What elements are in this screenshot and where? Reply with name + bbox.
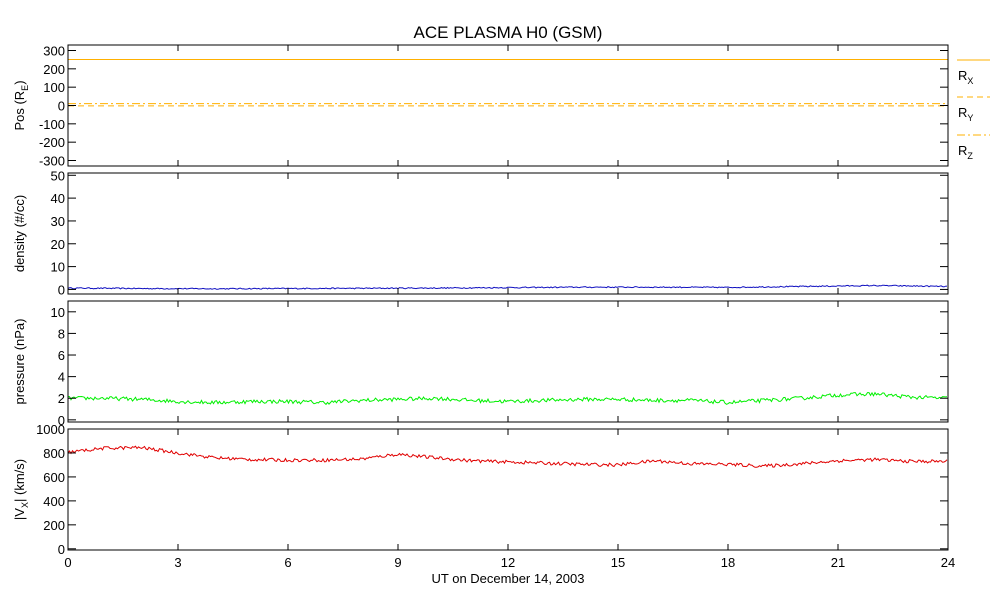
xtick-label: 6 [284,555,291,570]
xtick-label: 12 [501,555,515,570]
panel-1: RX RY RZ 300 200 100 0 -100 -200 -300 Pos (RE) [12,44,990,169]
ytick-label: 10 [51,305,65,320]
ytick-label: 300 [43,44,65,59]
xtick-label: 9 [394,555,401,570]
ytick-label: 0 [58,413,65,428]
ytick-label: 30 [51,214,65,229]
ytick-label: 20 [51,237,65,252]
legend-label-3: RZ [958,143,973,161]
ytick-label: 1000 [36,422,65,437]
xtick-label: 3 [174,555,181,570]
xtick-label: 24 [941,555,955,570]
ytick-label: 0 [58,282,65,297]
series-line-4-1 [67,445,948,468]
legend-label-2: RY [958,105,973,123]
ytick-label: 100 [43,80,65,95]
xtick-label: 15 [611,555,625,570]
y-axis-label: |VX| (km/s) [12,459,30,520]
ytick-label: 4 [58,370,65,385]
ytick-label: 800 [43,446,65,461]
xtick-label: 21 [831,555,845,570]
ytick-label: 0 [58,99,65,114]
ytick-label: 50 [51,168,65,183]
legend-label-1: RX [958,68,973,86]
panel-frame-4 [67,428,949,551]
panel-frame-2 [67,172,949,295]
y-axis-label: pressure (nPa) [12,319,27,405]
ytick-label: 0 [58,542,65,557]
y-axis-label: density (#/cc) [12,195,27,272]
ytick-label: 2 [58,391,65,406]
panel-4: 1000 800 600 400 200 0 |VX| (km/s) [12,422,949,557]
x-axis-label: UT on December 14, 2003 [432,571,585,586]
xtick-label: 0 [64,555,71,570]
panel-2: 50 40 30 20 10 0 density (#/cc) [12,168,949,297]
ytick-label: -300 [39,154,65,169]
y-axis-label: Pos (RE) [12,80,30,130]
ytick-label: 400 [43,494,65,509]
panel-3: 10 8 6 4 2 0 pressure (nPa) [12,300,949,428]
ytick-label: 40 [51,191,65,206]
series-line-2-1 [67,284,948,290]
ytick-label: 600 [43,470,65,485]
ytick-label: 200 [43,518,65,533]
series-line-3-1 [68,391,948,406]
ytick-label: 6 [58,348,65,363]
xtick-label: 18 [721,555,735,570]
ytick-label: 200 [43,62,65,77]
chart-title: ACE PLASMA H0 (GSM) [414,23,603,42]
ytick-label: -100 [39,117,65,132]
ytick-label: 10 [51,260,65,275]
ytick-label: 8 [58,326,65,341]
ytick-label: -200 [39,135,65,150]
